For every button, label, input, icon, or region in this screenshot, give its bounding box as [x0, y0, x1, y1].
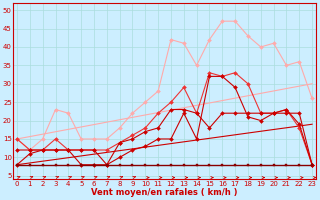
X-axis label: Vent moyen/en rafales ( km/h ): Vent moyen/en rafales ( km/h ) — [91, 188, 238, 197]
